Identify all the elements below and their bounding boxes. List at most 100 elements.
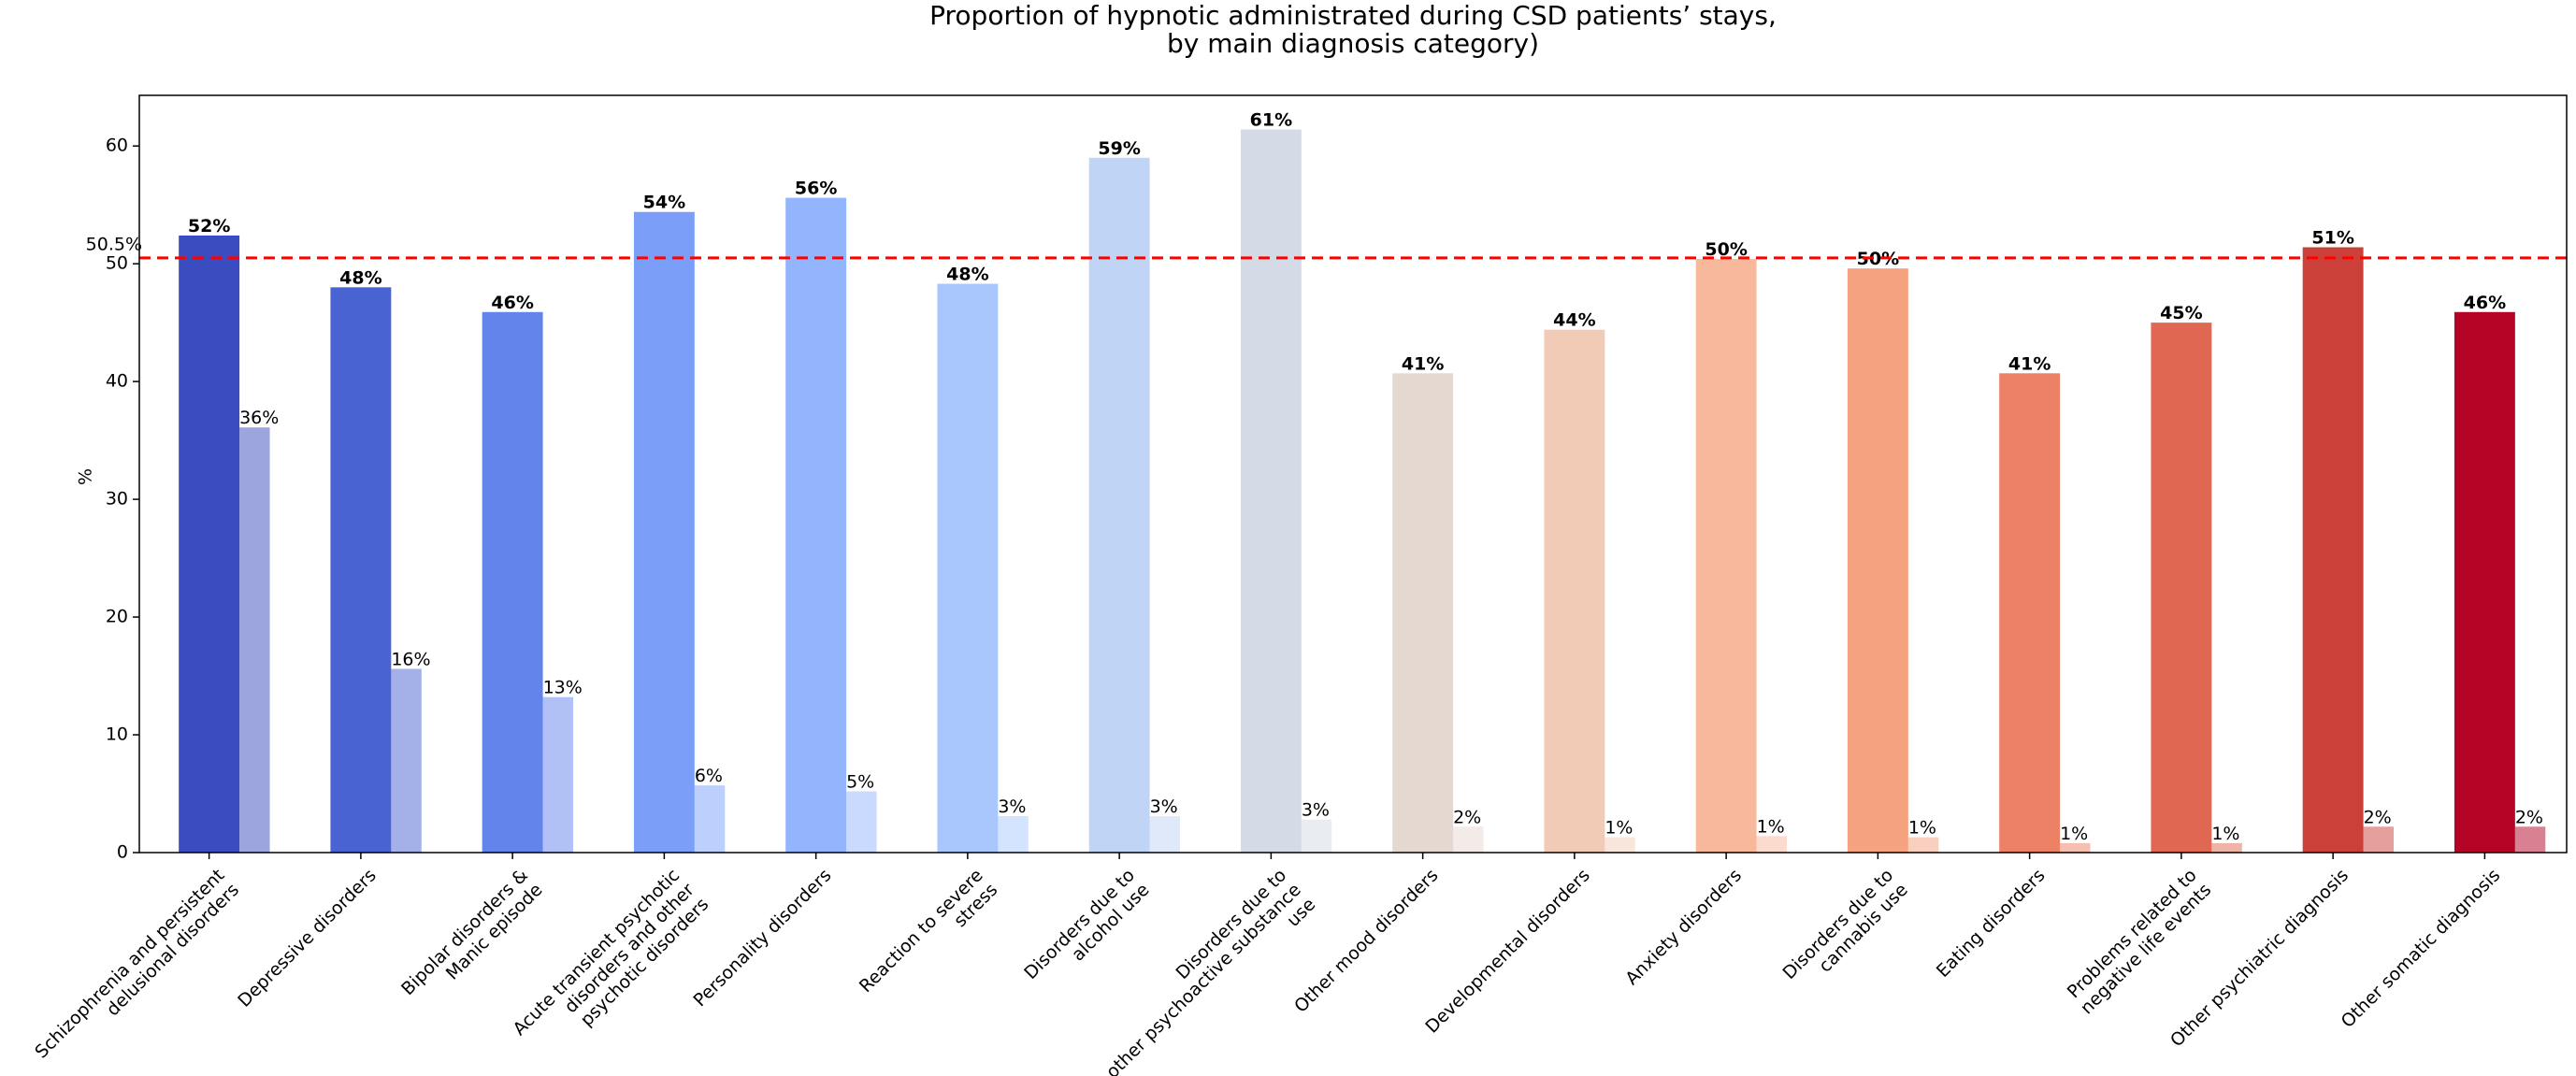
value-label: 56% [795, 179, 837, 199]
bar [330, 287, 392, 854]
value-label: 45% [2160, 303, 2202, 323]
x-tick-label-group: Anxiety disorders [1621, 865, 1746, 989]
bar [2454, 311, 2515, 854]
bar [1088, 157, 1150, 854]
chart-title: by main diagnosis category) [1167, 28, 1539, 59]
value-label: 6% [695, 766, 723, 786]
x-tick-label-group: Bipolar disorders &Manic episode [397, 865, 547, 1014]
value-label: 2% [2515, 807, 2543, 827]
x-tick-label-line: Developmental disorders [1421, 865, 1593, 1037]
bar [1605, 837, 1635, 853]
value-label: 1% [2060, 824, 2088, 844]
x-tick-label-line: Depressive disorders [234, 865, 381, 1011]
value-label: 61% [1250, 110, 1292, 131]
bar [2060, 842, 2091, 853]
x-tick-label: Disorders due toalcohol use [1020, 865, 1153, 997]
x-tick-label-group: Disorders due toalcohol use [1020, 865, 1153, 997]
x-tick-label-group: Other mood disorders [1290, 865, 1442, 1016]
value-label: 41% [1402, 353, 1444, 374]
chart-title: Proportion of hypnotic administrated dur… [929, 0, 1777, 31]
bar [1847, 268, 1908, 854]
bar [239, 427, 270, 853]
y-tick-label: 50 [106, 253, 128, 274]
bar [179, 235, 240, 854]
value-label: 13% [543, 678, 583, 698]
x-tick-label-group: Other somatic diagnosis [2338, 865, 2505, 1032]
bar [1907, 837, 1939, 853]
bar [1544, 329, 1605, 853]
x-tick-label-line: negative life events [2077, 880, 2216, 1019]
value-label: 52% [188, 216, 230, 237]
x-tick-label: Other mood disorders [1290, 865, 1442, 1016]
bar [785, 197, 847, 853]
bar [2363, 826, 2395, 853]
reference-label: 50.5% [86, 234, 142, 254]
x-tick-label-group: Problems related tonegative life events [2062, 865, 2216, 1018]
bar [2211, 842, 2242, 853]
x-tick-label-line: delusional disorders [103, 880, 243, 1020]
x-tick-label: Schizophrenia and persistentdelusional d… [31, 865, 243, 1076]
value-label: 5% [846, 771, 874, 792]
bar [1695, 259, 1757, 853]
value-label: 46% [2464, 293, 2506, 313]
value-label: 2% [2364, 807, 2392, 827]
value-label: 36% [239, 408, 279, 428]
x-tick-label-line: Eating disorders [1933, 865, 2050, 982]
y-tick-label: 10 [106, 725, 128, 745]
y-tick-label: 20 [106, 607, 128, 627]
x-tick-label-line: Other mood disorders [1290, 865, 1442, 1016]
bar [2514, 826, 2546, 853]
x-tick-label: Eating disorders [1933, 865, 2050, 982]
x-tick-label: Problems related tonegative life events [2062, 865, 2215, 1018]
bar [1756, 836, 1788, 853]
value-label: 51% [2311, 228, 2353, 249]
x-tick-label-group: Depressive disorders [234, 865, 381, 1011]
y-tick-label: 30 [106, 489, 128, 509]
x-tick-label-group: Reaction to severestress [856, 865, 1001, 997]
value-label: 54% [643, 193, 685, 213]
x-tick-label: Bipolar disorders &Manic episode [397, 865, 547, 1014]
bar [633, 211, 695, 853]
value-label: 48% [946, 265, 988, 285]
y-axis-label: % [76, 468, 96, 485]
value-label: 46% [491, 293, 533, 313]
value-label: 59% [1098, 138, 1140, 159]
value-label: 41% [2008, 353, 2051, 374]
x-tick-label: Other somatic diagnosis [2338, 865, 2505, 1032]
bar [937, 283, 999, 854]
x-tick-label-line: Personality disorders [690, 865, 836, 1011]
value-label: 44% [1553, 310, 1595, 331]
bar [482, 311, 543, 854]
value-label: 50% [1705, 239, 1747, 260]
x-tick-label: Disorders due tocannabis use [1778, 865, 1911, 997]
value-label: 3% [998, 796, 1026, 817]
value-label: 50% [1857, 249, 1899, 269]
x-tick-label: Anxiety disorders [1621, 865, 1746, 989]
x-tick-label-group: Eating disorders [1933, 865, 2050, 982]
y-tick-label: 60 [106, 136, 128, 156]
bar [2151, 323, 2212, 853]
x-tick-label: Personality disorders [690, 865, 836, 1011]
x-tick-label-line: Anxiety disorders [1621, 865, 1746, 989]
x-tick-label-line: Other somatic diagnosis [2338, 865, 2505, 1032]
value-label: 2% [1453, 807, 1481, 827]
x-tick-label-group: Disorders due tocannabis use [1778, 865, 1911, 997]
bar [846, 791, 877, 853]
bar [1999, 373, 2061, 853]
x-tick-label-line: Schizophrenia and persistent [31, 865, 228, 1062]
bar [694, 785, 726, 853]
value-label: 1% [2211, 824, 2239, 844]
bar [1301, 819, 1332, 853]
y-tick-label: 0 [117, 842, 128, 863]
value-label: 3% [1150, 796, 1178, 817]
bar [2302, 247, 2364, 853]
value-label: 3% [1302, 800, 1330, 821]
bar [391, 668, 422, 853]
x-tick-label-line: Problems related to [2064, 865, 2201, 1002]
bar [542, 696, 574, 853]
bar [998, 815, 1029, 853]
x-tick-label: Depressive disorders [234, 865, 381, 1011]
x-tick-label-line: disorders and other [561, 880, 698, 1017]
